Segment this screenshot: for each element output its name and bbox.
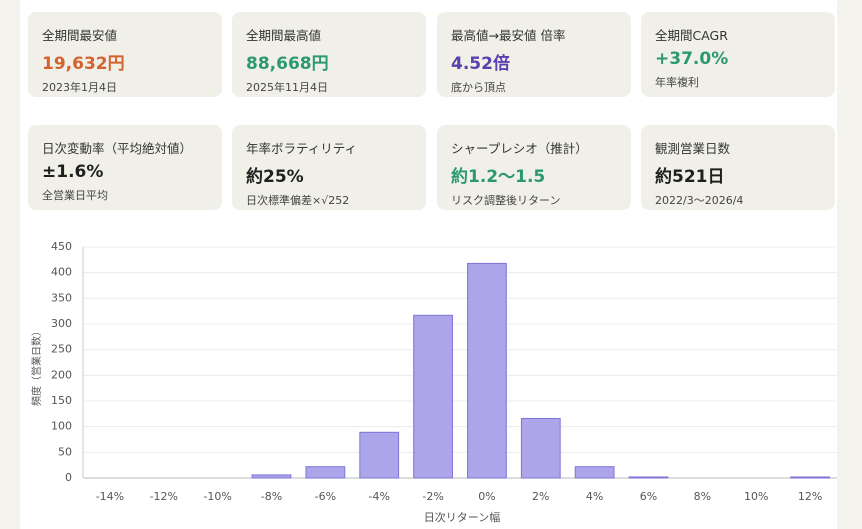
bar	[413, 314, 453, 479]
card-value: 19,632円	[42, 54, 125, 74]
card-sub: 年率複利	[655, 76, 699, 89]
bar	[305, 466, 346, 479]
card-value: 約25%	[246, 167, 304, 187]
stat-card: 年率ボラティリティ約25% 日次標準偏差×√252	[232, 125, 426, 210]
card-value: ±1.6%	[42, 162, 104, 182]
stat-card: 最高値→最安値 倍率 4.52倍底から頂点	[437, 12, 631, 97]
card-label: 全期間最高値	[246, 28, 322, 43]
x-tick-label: -10%	[203, 490, 231, 503]
card-label: 全期間CAGR	[655, 28, 728, 43]
x-tick-label: 4%	[586, 490, 603, 503]
bar	[359, 431, 400, 479]
y-tick-label: 50	[58, 445, 72, 458]
card-sub: 日次標準偏差×√252	[246, 194, 350, 207]
bar	[251, 474, 292, 479]
stat-card: 全期間最安値 19,632円 2023年1月4日	[28, 12, 222, 97]
bar	[628, 476, 669, 479]
card-label: 日次変動率（平均絶対値）	[42, 141, 193, 156]
card-sub: 2022/3〜2026/4	[655, 194, 744, 207]
bar	[790, 476, 830, 479]
x-tick-label: -8%	[261, 490, 282, 503]
y-tick-label: 0	[65, 471, 72, 484]
stat-card: 日次変動率（平均絶対値） ±1.6% 全営業日平均	[28, 125, 222, 210]
stat-card: シャープレシオ（推計） 約1.2〜1.5 リスク調整後リターン	[437, 125, 631, 210]
bar	[467, 262, 507, 479]
card-sub: 2023年1月4日	[42, 81, 117, 94]
y-tick-label: 250	[51, 343, 72, 356]
x-tick-label: -14%	[96, 490, 124, 503]
card-label: シャープレシオ（推計）	[451, 141, 588, 156]
x-tick-label: 12%	[798, 490, 822, 503]
card-value: 4.52倍	[451, 54, 510, 74]
card-sub: 底から頂点	[451, 81, 506, 94]
y-tick-label: 400	[51, 266, 72, 279]
x-tick-label: -4%	[369, 490, 390, 503]
card-sub: リスク調整後リターン	[451, 194, 561, 207]
y-axis-title: 頻度（営業日数）	[30, 326, 43, 406]
card-sub: 2025年11月4日	[246, 81, 328, 94]
bar	[520, 417, 561, 479]
x-tick-label: 6%	[640, 490, 657, 503]
x-tick-label: 0%	[478, 490, 495, 503]
card-value: +37.0%	[655, 49, 729, 69]
y-tick-label: 300	[51, 317, 72, 330]
card-label: 全期間最安値	[42, 28, 118, 43]
stat-card: 全期間最高値 88,668円 2025年11月4日	[232, 12, 426, 97]
bar	[574, 466, 615, 479]
x-tick-label: 2%	[532, 490, 549, 503]
x-tick-label: -12%	[150, 490, 178, 503]
card-value: 約1.2〜1.5	[451, 167, 546, 187]
card-label: 観測営業日数	[655, 141, 731, 156]
y-tick-label: 450	[51, 240, 72, 253]
x-axis-title: 日次リターン幅	[424, 510, 500, 524]
card-value: 約521日	[655, 167, 725, 187]
card-label: 最高値→最安値 倍率	[451, 28, 566, 43]
stat-card: 全期間CAGR +37.0% 年率複利	[641, 12, 835, 97]
y-tick-label: 100	[51, 420, 72, 433]
y-tick-label: 150	[51, 394, 72, 407]
card-label: 年率ボラティリティ	[246, 141, 358, 156]
card-sub: 全営業日平均	[42, 189, 108, 202]
stat-card: 観測営業日数約521日 2022/3〜2026/4	[641, 125, 835, 210]
x-tick-label: -6%	[315, 490, 336, 503]
x-tick-label: 10%	[744, 490, 768, 503]
y-tick-label: 350	[51, 291, 72, 304]
x-tick-label: -2%	[422, 490, 443, 503]
x-tick-label: 8%	[694, 490, 711, 503]
y-tick-label: 200	[51, 368, 72, 381]
card-value: 88,668円	[246, 54, 329, 74]
